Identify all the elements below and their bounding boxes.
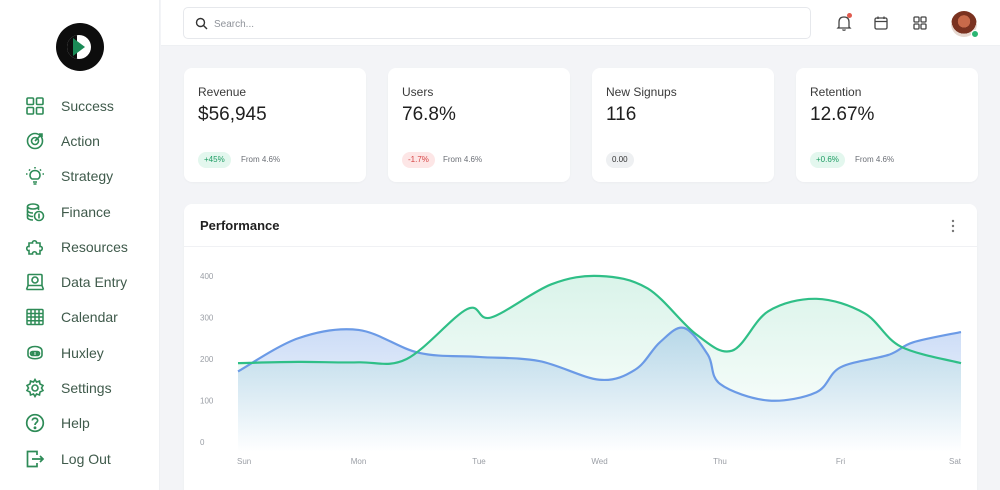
stat-card-users: Users 76.8% -1.7% From 4.6%: [388, 68, 570, 182]
lightbulb-icon: [25, 166, 45, 186]
calendar-grid-icon: [25, 307, 45, 327]
app-logo[interactable]: [56, 23, 104, 71]
stat-card-retention: Retention 12.67% +0.6% From 4.6%: [796, 68, 978, 182]
stat-value: 76.8%: [402, 104, 456, 125]
y-tick-label: 300: [200, 314, 214, 323]
coins-icon: [25, 202, 45, 222]
search-icon: [195, 17, 208, 30]
stat-label: Retention: [810, 85, 862, 99]
stat-change-badge: +45%: [198, 152, 231, 168]
logo-mark: [67, 35, 91, 59]
search-input[interactable]: [214, 14, 794, 34]
avatar[interactable]: [951, 11, 979, 38]
y-tick-label: 200: [200, 355, 214, 364]
x-tick-label: Sun: [237, 457, 251, 466]
sidebar-item-label: Success: [61, 97, 114, 114]
series-line-1: [237, 326, 962, 402]
sidebar-item-finance[interactable]: Finance: [0, 194, 160, 229]
stat-label: Revenue: [198, 85, 247, 99]
robot-icon: [25, 343, 45, 363]
stat-card-new-signups: New Signups 116 0.00: [592, 68, 774, 182]
laptop-icon: [25, 272, 45, 292]
logout-icon: [25, 449, 45, 469]
sidebar-item-resources[interactable]: Resources: [0, 229, 160, 264]
apps-button[interactable]: [911, 14, 929, 32]
stat-from-text: From 4.6%: [443, 155, 483, 164]
sidebar-item-huxley[interactable]: Huxley: [0, 335, 160, 370]
stat-change-badge: -1.7%: [402, 152, 435, 168]
stat-from-text: From 4.6%: [855, 155, 895, 164]
sidebar-item-label: Calendar: [61, 309, 118, 326]
puzzle-icon: [25, 237, 45, 257]
performance-card: Performance 0 100 200 300 400 Sun Mon Tue Wed Thu…: [184, 204, 977, 490]
apps-grid-icon: [913, 16, 927, 30]
x-tick-label: Tue: [472, 457, 486, 466]
x-tick-label: Wed: [591, 457, 607, 466]
sidebar-item-logout[interactable]: Log Out: [0, 441, 160, 476]
y-tick-label: 100: [200, 397, 214, 406]
sidebar-item-calendar[interactable]: Calendar: [0, 300, 160, 335]
sidebar-item-label: Finance: [61, 203, 111, 220]
help-icon: [25, 413, 45, 433]
sidebar-item-strategy[interactable]: Strategy: [0, 159, 160, 194]
x-tick-label: Thu: [713, 457, 727, 466]
y-tick-label: 0: [200, 438, 205, 447]
notifications-button[interactable]: [835, 13, 853, 32]
top-bar: [161, 0, 1000, 46]
sidebar-item-success[interactable]: Success: [0, 88, 160, 123]
target-icon: [25, 131, 45, 151]
sidebar-nav: Success Action Strategy Finance Resource…: [0, 88, 160, 476]
stat-label: New Signups: [606, 85, 677, 99]
sidebar-item-label: Settings: [61, 380, 112, 397]
x-tick-label: Mon: [351, 457, 367, 466]
sidebar-item-label: Help: [61, 415, 90, 432]
stat-label: Users: [402, 85, 434, 99]
sidebar-item-label: Data Entry: [61, 274, 128, 291]
x-tick-label: Fri: [836, 457, 846, 466]
sidebar-item-label: Log Out: [61, 450, 111, 467]
card-divider: [184, 246, 977, 247]
more-options-icon[interactable]: [947, 218, 959, 234]
stat-change-badge: +0.6%: [810, 152, 845, 168]
sidebar-item-label: Action: [61, 132, 100, 149]
search-box[interactable]: [183, 7, 811, 39]
stat-card-revenue: Revenue $56,945 +45% From 4.6%: [184, 68, 366, 182]
stat-value: 12.67%: [810, 104, 875, 125]
stat-value: $56,945: [198, 104, 267, 125]
performance-chart: 0 100 200 300 400 Sun Mon Tue Wed Thu Fri Sat: [200, 272, 962, 466]
gear-icon: [25, 378, 45, 399]
series-area-2: [238, 275, 961, 452]
sidebar-item-label: Resources: [61, 238, 128, 255]
performance-title: Performance: [200, 218, 280, 233]
notification-dot: [847, 13, 852, 18]
grid-icon: [25, 96, 45, 116]
bell-icon: [836, 16, 852, 31]
calendar-button[interactable]: [872, 14, 890, 32]
stat-change-badge: 0.00: [606, 152, 634, 168]
calendar-icon: [874, 16, 888, 30]
online-status-dot: [971, 30, 979, 38]
sidebar: Success Action Strategy Finance Resource…: [0, 0, 160, 490]
y-tick-label: 400: [200, 272, 214, 281]
sidebar-item-settings[interactable]: Settings: [0, 370, 160, 405]
sidebar-item-help[interactable]: Help: [0, 406, 160, 441]
sidebar-item-label: Huxley: [61, 344, 104, 361]
stat-value: 116: [606, 104, 637, 125]
x-tick-label: Sat: [949, 457, 962, 466]
stat-from-text: From 4.6%: [241, 155, 281, 164]
series-line-2: [237, 274, 962, 365]
sidebar-item-action[interactable]: Action: [0, 123, 160, 158]
sidebar-item-data-entry[interactable]: Data Entry: [0, 264, 160, 299]
sidebar-item-label: Strategy: [61, 168, 114, 185]
